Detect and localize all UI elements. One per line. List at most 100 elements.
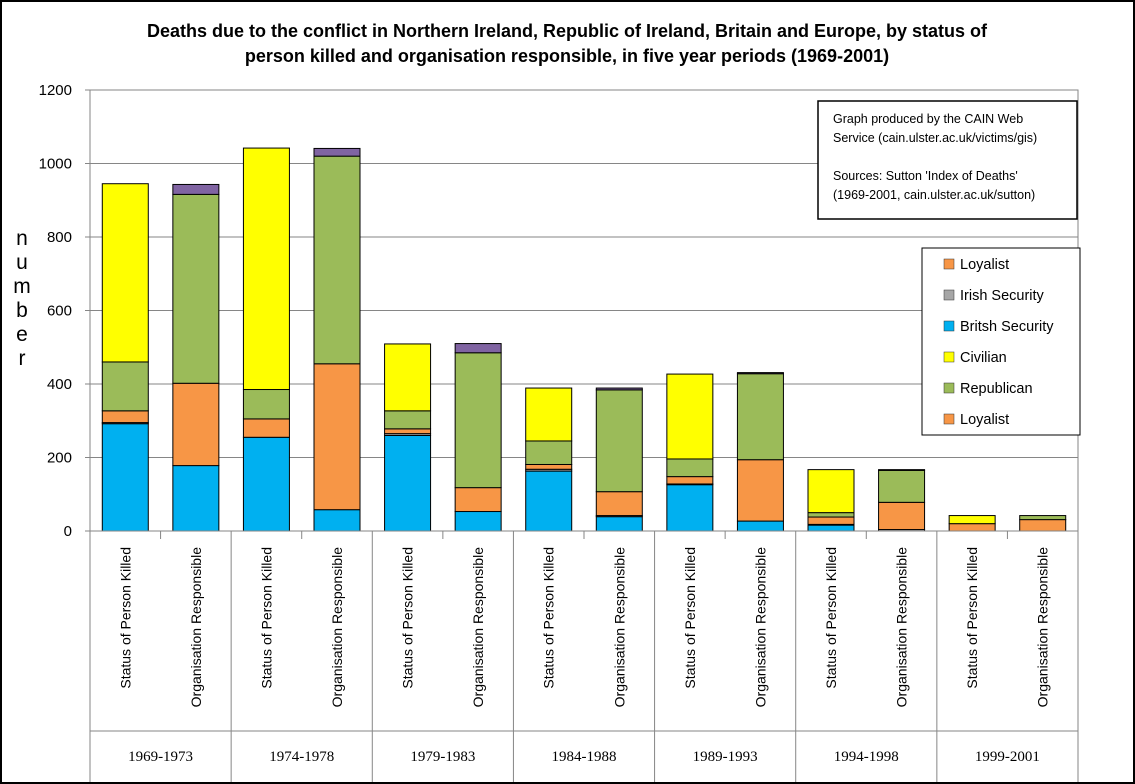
x-category-label: Organisation Responsible bbox=[329, 547, 345, 708]
bar-segment-1999-2001-status-civilian bbox=[948, 515, 996, 525]
period-label-1974-1978: 1974-1978 bbox=[269, 749, 334, 765]
y-tick-label-0: 0 bbox=[64, 523, 72, 540]
bar-segment-1994-1998-org-other bbox=[878, 469, 926, 471]
legend-swatch-1 bbox=[943, 258, 955, 270]
y-tick-label-600: 600 bbox=[47, 303, 72, 320]
bar-segment-1994-1998-status-loyalist bbox=[807, 516, 855, 525]
bar-segment-1974-1978-org-republican bbox=[313, 155, 361, 365]
legend-label-3: Britsh Security bbox=[960, 319, 1054, 335]
x-category-label: Organisation Responsible bbox=[188, 547, 204, 708]
bar-segment-1984-1988-org-britsh-security bbox=[595, 516, 643, 532]
bar-segment-1989-1993-org-republican bbox=[736, 373, 784, 461]
source-note-line-1: Graph produced by the CAIN Web bbox=[833, 112, 1023, 126]
bar-segment-1989-1993-status-loyalist bbox=[666, 476, 714, 485]
bar-segment-1989-1993-status-republican bbox=[666, 458, 714, 478]
legend-label-1: Loyalist bbox=[960, 257, 1009, 273]
x-category-label: Status of Person Killed bbox=[541, 547, 557, 689]
bar-segment-1969-1973-status-loyalist bbox=[101, 410, 149, 424]
bar-segment-1969-1973-status-britsh-security bbox=[101, 423, 149, 532]
y-axis-label-letter-1: n bbox=[16, 227, 28, 250]
bar-segment-1979-1983-org-britsh-security bbox=[454, 511, 502, 532]
bar-segment-1979-1983-status-britsh-security bbox=[384, 434, 432, 532]
bar-segment-1979-1983-status-loyalist bbox=[384, 428, 432, 435]
x-category-label: Organisation Responsible bbox=[1035, 547, 1051, 708]
source-note-box bbox=[817, 100, 1078, 220]
legend-label-4: Civilian bbox=[960, 350, 1007, 366]
y-axis-label-letter-6: r bbox=[19, 347, 26, 370]
x-category-label: Status of Person Killed bbox=[964, 547, 980, 689]
y-axis-label-letter-4: b bbox=[16, 299, 28, 322]
bar-segment-1974-1978-status-civilian bbox=[242, 147, 290, 391]
source-note-line-5: (1969-2001, cain.ulster.ac.uk/sutton) bbox=[833, 188, 1035, 202]
legend-label-2: Irish Security bbox=[960, 288, 1045, 304]
legend-swatch-5 bbox=[943, 382, 955, 394]
legend-label-6: Loyalist bbox=[960, 412, 1009, 428]
x-category-label: Organisation Responsible bbox=[611, 547, 627, 708]
bar-segment-1969-1973-org-loyalist bbox=[172, 382, 220, 467]
x-category-label: Status of Person Killed bbox=[823, 547, 839, 689]
chart-title-line-1: Deaths due to the conflict in Northern I… bbox=[147, 21, 988, 41]
bar-segment-1994-1998-org-republican bbox=[878, 469, 926, 503]
bar-segment-1989-1993-org-loyalist bbox=[736, 459, 784, 522]
bar-segment-1969-1973-org-britsh-security bbox=[172, 465, 220, 532]
source-note-line-4: Sources: Sutton 'Index of Deaths' bbox=[833, 169, 1018, 183]
bar-segment-1974-1978-status-loyalist bbox=[242, 418, 290, 438]
bar-segment-1979-1983-status-republican bbox=[384, 410, 432, 430]
period-label-1984-1988: 1984-1988 bbox=[552, 749, 617, 765]
bar-segment-1994-1998-org-loyalist bbox=[878, 501, 926, 531]
bar-segment-1969-1973-status-civilian bbox=[101, 183, 149, 363]
legend-box bbox=[921, 247, 1081, 436]
bar-segment-1984-1988-org-republican bbox=[595, 389, 643, 493]
bar-segment-1994-1998-status-civilian bbox=[807, 469, 855, 514]
y-axis-label-letter-2: u bbox=[16, 251, 28, 274]
bar-segment-1999-2001-status-loyalist bbox=[948, 523, 996, 532]
bar-segment-1989-1993-org-other bbox=[736, 372, 784, 375]
legend-swatch-2 bbox=[943, 289, 955, 301]
bar-segment-1984-1988-status-loyalist bbox=[525, 463, 573, 470]
period-label-1979-1983: 1979-1983 bbox=[410, 749, 475, 765]
period-label-1969-1973: 1969-1973 bbox=[128, 749, 193, 765]
legend-label-5: Republican bbox=[960, 381, 1033, 397]
chart-title-line-2: person killed and organisation responsib… bbox=[245, 46, 889, 66]
legend-swatch-3 bbox=[943, 320, 955, 332]
bar-segment-1969-1973-org-republican bbox=[172, 193, 220, 384]
bar-segment-1989-1993-status-britsh-security bbox=[666, 484, 714, 532]
x-category-label: Organisation Responsible bbox=[470, 547, 486, 708]
bar-segment-1984-1988-status-britsh-security bbox=[525, 470, 573, 532]
bar-segment-1974-1978-org-britsh-security bbox=[313, 509, 361, 532]
period-label-1989-1993: 1989-1993 bbox=[693, 749, 758, 765]
bar-segment-1979-1983-org-republican bbox=[454, 352, 502, 489]
bar-segment-1999-2001-org-republican bbox=[1019, 515, 1067, 521]
y-tick-label-400: 400 bbox=[47, 376, 72, 393]
legend-swatch-4 bbox=[943, 351, 955, 363]
x-category-label: Organisation Responsible bbox=[752, 547, 768, 708]
x-category-label: Status of Person Killed bbox=[682, 547, 698, 689]
bar-segment-1974-1978-org-other bbox=[313, 147, 361, 157]
bar-segment-1969-1973-org-other bbox=[172, 183, 220, 195]
bar-segment-1974-1978-status-republican bbox=[242, 389, 290, 420]
x-category-label: Organisation Responsible bbox=[894, 547, 910, 708]
bar-segment-1994-1998-status-britsh-security bbox=[807, 524, 855, 532]
bar-segment-1984-1988-status-republican bbox=[525, 440, 573, 465]
y-tick-label-1000: 1000 bbox=[39, 156, 72, 173]
y-tick-label-200: 200 bbox=[47, 450, 72, 467]
bar-segment-1989-1993-org-britsh-security bbox=[736, 520, 784, 532]
bar-segment-1984-1988-org-loyalist bbox=[595, 491, 643, 517]
bar-segment-1999-2001-org-loyalist bbox=[1019, 519, 1067, 532]
y-tick-label-800: 800 bbox=[47, 229, 72, 246]
bar-segment-1979-1983-org-other bbox=[454, 343, 502, 354]
bar-segment-1969-1973-status-republican bbox=[101, 361, 149, 412]
y-axis-label-letter-5: e bbox=[16, 323, 28, 346]
x-category-label: Status of Person Killed bbox=[400, 547, 416, 689]
bar-segment-1984-1988-status-civilian bbox=[525, 387, 573, 442]
bar-segment-1989-1993-status-civilian bbox=[666, 373, 714, 460]
bar-segment-1979-1983-org-loyalist bbox=[454, 487, 502, 513]
period-label-1999-2001: 1999-2001 bbox=[975, 749, 1040, 765]
bar-segment-1974-1978-org-loyalist bbox=[313, 363, 361, 511]
bar-segment-1979-1983-status-civilian bbox=[384, 343, 432, 412]
bar-segment-1994-1998-status-republican bbox=[807, 512, 855, 518]
y-axis-label-letter-3: m bbox=[13, 275, 31, 298]
source-note-line-2: Service (cain.ulster.ac.uk/victims/gis) bbox=[833, 131, 1037, 145]
y-tick-label-1200: 1200 bbox=[39, 82, 72, 99]
